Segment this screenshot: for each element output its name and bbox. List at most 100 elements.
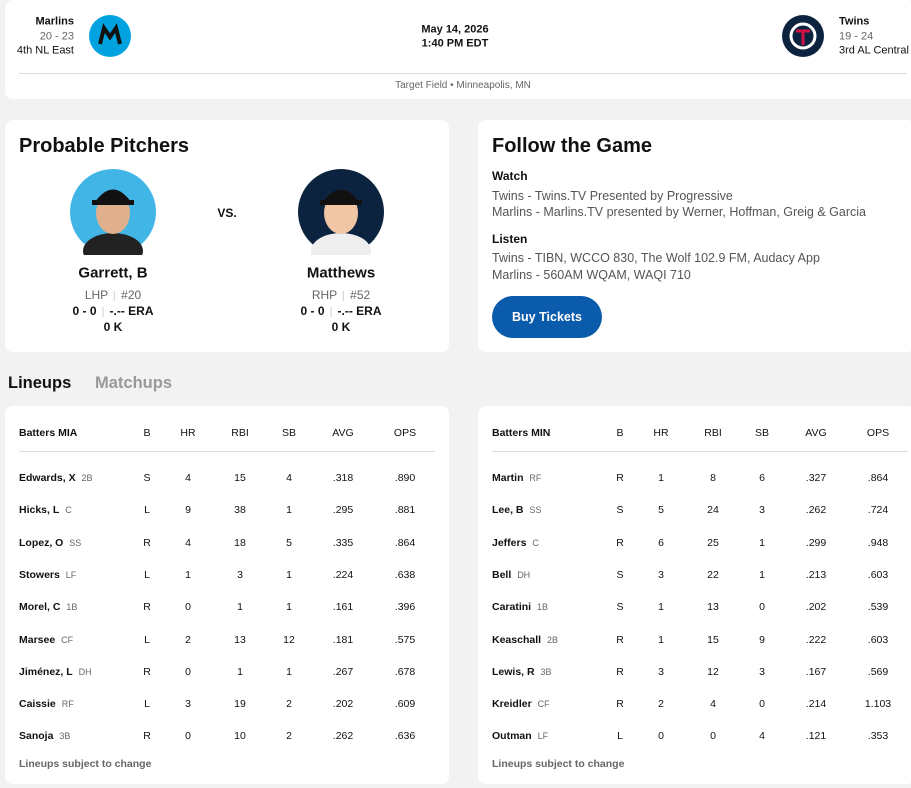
- game-header-card: [5, 0, 911, 99]
- stat-cell: R: [616, 633, 624, 646]
- pitcher-number: #20: [121, 288, 142, 302]
- pitcher-record: 0 - 0: [72, 304, 97, 318]
- batter-name: Jiménez, L: [19, 665, 73, 678]
- stat-cell: .335: [332, 536, 354, 549]
- batter: Bell DH: [492, 568, 530, 581]
- batter-position: 2B: [546, 634, 558, 645]
- stat-cell: 1: [286, 504, 292, 517]
- sub-heading: Watch: [492, 169, 528, 183]
- batter: Sanoja 3B: [19, 731, 70, 742]
- stat-cell: .539: [867, 600, 889, 613]
- sub-heading: Listen: [492, 232, 528, 246]
- stat-cell: 4: [185, 536, 191, 549]
- batter: Outman LF: [492, 731, 548, 742]
- stat-cell: .638: [394, 568, 416, 581]
- lineup-card-home: [478, 406, 911, 784]
- batter-name: Bell: [492, 568, 512, 581]
- stat-cell: 6: [658, 536, 664, 549]
- stat-cell: 1: [286, 568, 292, 581]
- batter: Lopez, O SS: [19, 537, 81, 548]
- stat-cell: 24: [707, 504, 719, 517]
- stat-cell: R: [143, 600, 151, 613]
- stat-cell: 0: [710, 730, 716, 743]
- tab-active[interactable]: Lineups: [8, 373, 72, 392]
- pitcher-photo-home: [298, 169, 384, 255]
- stat-cell: .121: [805, 730, 827, 743]
- batter: Lee, B SS: [492, 505, 541, 516]
- game-time: 1:40 PM EDT: [421, 37, 489, 50]
- stat-cell: 15: [707, 633, 719, 646]
- stat-cell: 5: [286, 536, 292, 549]
- divider: [19, 73, 907, 74]
- stat-cell: L: [144, 568, 150, 581]
- stat-cell: .262: [332, 730, 354, 743]
- broadcast-line: Twins - Twins.TV Presented by Progressiv…: [492, 188, 733, 203]
- team-name: Marlins: [35, 15, 74, 28]
- stat-cell: .636: [394, 730, 416, 743]
- buy-tickets-button[interactable]: [492, 296, 602, 338]
- batter-position: RF: [61, 698, 74, 709]
- stat-cell: .353: [867, 730, 889, 743]
- stat-cell: 3: [658, 665, 664, 678]
- stat-cell: R: [143, 536, 151, 549]
- stat-cell: 0: [759, 697, 765, 710]
- stat-cell: .181: [332, 633, 354, 646]
- pitcher-strikeouts: 0 K: [103, 320, 123, 334]
- section-title: Follow the Game: [492, 135, 653, 157]
- broadcast-line: Marlins - Marlins.TV presented by Werner…: [492, 204, 866, 219]
- stat-cell: S: [143, 471, 151, 484]
- stat-cell: .724: [867, 504, 889, 517]
- batter-position: LF: [537, 731, 549, 742]
- pitcher-hand: LHP: [84, 288, 109, 302]
- button-label[interactable]: Buy Tickets: [512, 309, 582, 324]
- column-header: Batters MIN: [492, 426, 551, 439]
- stat-cell: .603: [867, 568, 889, 581]
- stat-cell: .295: [332, 504, 354, 517]
- batter-name: Kreidler: [492, 697, 532, 710]
- stat-cell: .948: [867, 536, 889, 549]
- stat-cell: 10: [234, 730, 246, 743]
- stat-cell: .864: [394, 536, 416, 549]
- stat-cell: .299: [805, 536, 827, 549]
- team-name: Twins: [839, 15, 870, 28]
- batter-name: Lee, B: [492, 504, 524, 517]
- batter: Hicks, L C: [19, 505, 72, 516]
- batter-name: Outman: [492, 730, 532, 743]
- batter-position: 2B: [81, 472, 93, 483]
- batter-position: LF: [65, 569, 77, 580]
- column-header: HR: [653, 426, 669, 439]
- stat-cell: .262: [805, 504, 827, 517]
- stat-cell: 3: [759, 504, 765, 517]
- batter-name: Hicks, L: [19, 504, 60, 517]
- separator: [343, 290, 345, 301]
- stat-cell: R: [616, 471, 624, 484]
- venue: Target Field • Minneapolis, MN: [395, 80, 531, 91]
- stat-cell: R: [143, 730, 151, 743]
- stat-cell: S: [616, 600, 624, 613]
- stat-cell: .202: [805, 600, 827, 613]
- stat-cell: .881: [394, 504, 416, 517]
- stat-cell: R: [616, 697, 624, 710]
- pitcher-number: #52: [350, 288, 371, 302]
- stat-cell: 2: [286, 730, 292, 743]
- stat-cell: S: [616, 568, 624, 581]
- stat-cell: 1: [185, 568, 191, 581]
- stat-cell: 1: [237, 600, 243, 613]
- stat-cell: 4: [185, 471, 191, 484]
- batter-position: C: [532, 537, 539, 548]
- stat-cell: .202: [332, 697, 354, 710]
- stat-cell: .396: [394, 600, 416, 613]
- batter: Marsee CF: [19, 634, 73, 645]
- stat-cell: 13: [234, 633, 246, 646]
- batter-name: Lewis, R: [492, 665, 535, 678]
- team-record: 19 - 24: [839, 30, 874, 43]
- tab[interactable]: Matchups: [95, 373, 173, 392]
- batter-name: Morel, C: [19, 600, 61, 613]
- lineup-card-away: [5, 406, 449, 784]
- stat-cell: 4: [759, 730, 765, 743]
- stat-cell: 4: [710, 697, 716, 710]
- stat-cell: .890: [394, 471, 416, 484]
- batter-name: Edwards, X: [19, 471, 76, 484]
- stat-cell: 0: [185, 665, 191, 678]
- stat-cell: 0: [185, 730, 191, 743]
